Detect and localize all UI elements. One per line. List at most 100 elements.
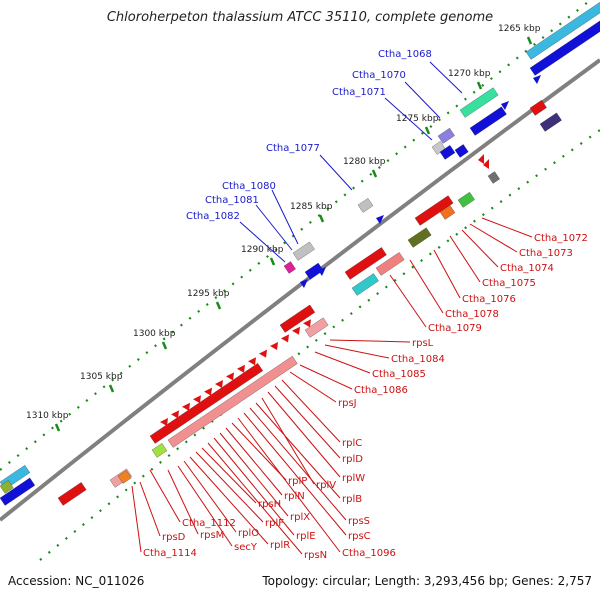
leader-line [207,442,303,555]
gene-label-rpld: rplD [342,454,363,465]
reverse-gene-feature [487,171,500,184]
kbp-tick-label-1275-kbp: 1275 kbp [396,114,439,124]
gene-label-rplc: rplC [342,438,362,449]
reverse-gene-arrow [248,357,256,366]
reverse-gene-arrow [215,380,223,388]
forward-gene-arrow [455,147,463,156]
forward-gene-feature [292,241,315,261]
forward-gene-arrow [300,279,308,288]
leader-line [274,385,341,459]
gene-label-rpsn: rpsN [304,550,327,561]
gene-label-ctha-1079: Ctha_1079 [428,323,482,334]
reverse-gene-feature [304,317,329,338]
gene-label-ctha-1078: Ctha_1078 [445,309,499,320]
forward-gene-feature [529,20,600,76]
leader-line [231,422,287,481]
forward-gene-arrow [501,101,509,110]
reverse-gene-feature [375,252,405,276]
gene-label-ctha-1112: Ctha_1112 [182,518,236,529]
leader-line [267,391,341,478]
forward-gene-feature [525,1,600,60]
leader-line [384,97,433,141]
leader-line [329,339,411,343]
leader-line [237,417,341,553]
gene-label-ctha-1081: Ctha_1081 [205,195,259,206]
gene-label-rplv: rplV [316,480,336,491]
kbp-tick-mark [371,169,378,178]
leader-line [167,469,199,535]
forward-gene-arrow [376,215,384,224]
reverse-gene-feature [151,443,168,458]
forward-gene-feature [283,261,296,274]
gene-label-ctha-1114: Ctha_1114 [143,548,197,559]
reverse-gene-feature [407,227,432,248]
reverse-gene-arrow [171,410,179,419]
gene-label-ctha-1084: Ctha_1084 [391,354,445,365]
gene-label-ctha-1075: Ctha_1075 [482,278,536,289]
gene-label-ctha-1073: Ctha_1073 [519,248,573,259]
gene-label-rpln: rplN [284,491,305,502]
reverse-gene-feature [414,195,454,226]
forward-gene-feature [0,477,36,506]
kbp-tick-label-1290-kbp: 1290 kbp [241,245,284,255]
gene-label-ctha-1077: Ctha_1077 [266,143,320,154]
reverse-gene-feature [457,191,475,208]
gene-label-rplr: rplR [270,540,290,551]
leader-line [239,221,286,263]
map-title: Chloroherpeton thalassium ATCC 35110, co… [106,10,494,25]
reverse-gene-arrow [193,395,201,404]
leader-line [131,485,142,553]
inner-dotted-axis [39,129,600,561]
reverse-gene-arrow [204,387,212,396]
reverse-gene-feature [167,355,298,448]
reverse-gene-arrow [281,334,289,343]
leader-line [243,412,347,536]
gene-label-ctha-1085: Ctha_1085 [372,369,426,380]
gene-label-rpsm: rpsM [200,530,224,541]
reverse-gene-feature [57,482,87,506]
forward-gene-feature [469,106,507,136]
accession-text: Accession: NC_011026 [8,574,145,588]
genome-backbone [0,58,600,522]
reverse-gene-arrow [182,402,190,411]
reverse-gene-feature [439,205,456,220]
leader-line [461,229,499,268]
leader-line [183,460,237,533]
gene-label-rpsd: rpsD [162,532,186,543]
leader-line [189,456,269,545]
kbp-tick-mark [108,384,115,393]
gene-label-ctha-1096: Ctha_1096 [342,548,396,559]
reverse-gene-feature [149,363,264,444]
gene-label-rpsh: rpsH [258,499,281,510]
gene-label-ctha-1082: Ctha_1082 [186,211,240,222]
leader-line [409,259,444,314]
reverse-gene-feature [279,304,316,333]
gene-label-rple: rplE [296,531,316,542]
forward-gene-arrow [318,267,326,276]
leader-line [404,81,441,119]
kbp-tick-mark [161,341,168,350]
reverse-gene-feature [539,112,562,132]
kbp-tick-mark [215,301,222,310]
leader-line [249,407,347,521]
gene-label-secy: secY [234,542,258,553]
kbp-tick-label-1280-kbp: 1280 kbp [343,157,386,167]
leader-line [225,427,283,496]
gene-label-ctha-1080: Ctha_1080 [222,181,276,192]
gene-label-ctha-1072: Ctha_1072 [534,233,588,244]
leader-line [281,379,341,443]
kbp-tick-label-1310-kbp: 1310 kbp [26,411,69,421]
reverse-gene-feature [529,99,547,116]
reverse-gene-arrow [303,319,311,328]
gene-label-ctha-1070: Ctha_1070 [352,70,406,81]
leader-line [389,274,427,328]
gene-label-rplo: rplO [238,528,259,539]
gene-label-rplf: rplF [265,518,284,529]
reverse-gene-feature [117,470,132,484]
forward-gene-feature [439,145,456,160]
leader-line [213,437,295,536]
kbp-tick-mark [424,126,431,135]
kbp-tick-label-1265-kbp: 1265 kbp [498,24,541,34]
gene-label-rpss: rpsS [348,516,370,527]
reverse-gene-arrow [259,349,267,358]
